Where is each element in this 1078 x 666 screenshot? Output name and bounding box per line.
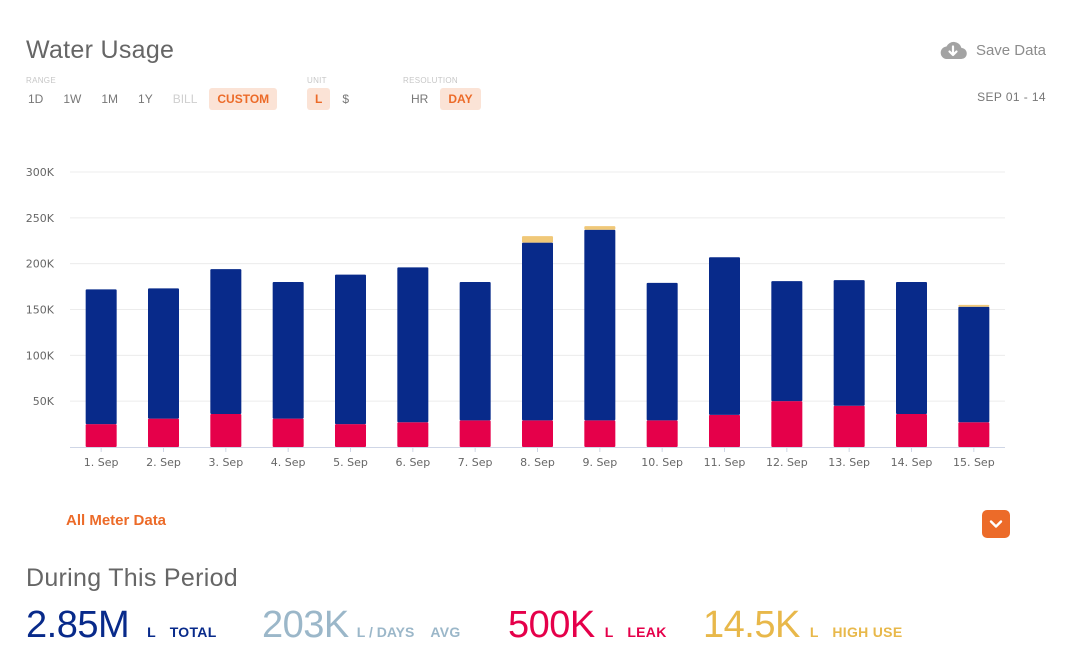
- x-tick-label: 14. Sep: [891, 456, 933, 469]
- resolution-group: RESOLUTION HR DAY: [403, 76, 481, 110]
- bar-high-use: [522, 236, 553, 243]
- bar-leak: [335, 424, 366, 447]
- bar-normal: [397, 267, 429, 423]
- bar-leak: [896, 414, 927, 447]
- bar-leak: [85, 424, 117, 447]
- bar-leak: [833, 405, 865, 447]
- stat-avg-label: AVG: [430, 624, 461, 640]
- range-1w-button[interactable]: 1W: [63, 92, 82, 106]
- stat-avg-unit: L / DAYS: [356, 624, 415, 640]
- unit-liters-button[interactable]: L: [307, 88, 331, 110]
- x-tick-label: 12. Sep: [766, 456, 808, 469]
- stat-leak-label: LEAK: [627, 624, 667, 640]
- y-tick-label: 250K: [26, 212, 55, 225]
- date-range: SEP 01 - 14: [977, 90, 1046, 104]
- stat-high-use-unit: L: [809, 624, 819, 640]
- y-tick-label: 100K: [26, 349, 55, 362]
- x-tick-label: 2. Sep: [146, 456, 181, 469]
- bar-leak: [709, 414, 740, 447]
- bar-leak: [584, 420, 616, 447]
- y-tick-label: 50K: [33, 395, 55, 408]
- x-tick-label: 1. Sep: [84, 456, 119, 469]
- y-tick-label: 300K: [26, 166, 55, 179]
- x-tick-label: 3. Sep: [208, 456, 243, 469]
- x-tick-label: 6. Sep: [395, 456, 430, 469]
- x-tick-label: 10. Sep: [641, 456, 683, 469]
- range-1d-button[interactable]: 1D: [28, 92, 44, 106]
- bar-normal: [958, 306, 990, 423]
- y-tick-label: 150K: [26, 304, 55, 317]
- bar-normal: [771, 281, 803, 402]
- range-label: RANGE: [26, 76, 56, 85]
- bar-normal: [335, 274, 366, 425]
- stat-total-label: TOTAL: [169, 624, 217, 640]
- stat-total: 2.85M L TOTAL: [26, 604, 217, 647]
- bar-leak: [771, 401, 803, 447]
- stat-leak: 500K L LEAK: [508, 604, 667, 647]
- x-tick-label: 11. Sep: [704, 456, 746, 469]
- resolution-label: RESOLUTION: [403, 76, 459, 85]
- unit-group: UNIT L $: [307, 76, 357, 110]
- resolution-hr-button[interactable]: HR: [411, 92, 429, 106]
- x-tick-label: 8. Sep: [520, 456, 555, 469]
- resolution-day-button[interactable]: DAY: [440, 88, 481, 110]
- expand-meter-data-button[interactable]: [982, 510, 1010, 538]
- range-1y-button[interactable]: 1Y: [138, 92, 153, 106]
- x-tick-label: 13. Sep: [828, 456, 870, 469]
- stat-total-unit: L: [147, 624, 156, 640]
- range-group: RANGE 1D 1W 1M 1Y BILL CUSTOM: [26, 76, 278, 110]
- y-tick-label: 200K: [26, 258, 55, 271]
- range-bill-button[interactable]: BILL: [172, 92, 198, 106]
- bar-normal: [584, 229, 616, 421]
- stat-avg-value: 203K: [262, 604, 349, 646]
- period-title: During This Period: [26, 564, 238, 592]
- bar-normal: [210, 269, 242, 414]
- cloud-download-icon: [940, 41, 967, 60]
- bar-leak: [148, 418, 179, 447]
- page-title: Water Usage: [26, 36, 175, 64]
- unit-dollars-button[interactable]: $: [342, 92, 350, 106]
- bar-leak: [522, 420, 553, 447]
- save-data-label: Save Data: [975, 41, 1046, 59]
- all-meter-data-link[interactable]: All Meter Data: [66, 512, 167, 529]
- stat-leak-unit: L: [604, 624, 614, 640]
- bar-normal: [646, 282, 678, 421]
- bar-normal: [896, 282, 927, 414]
- unit-label: UNIT: [307, 76, 327, 85]
- water-usage-chart: 50K 100K 150K 200K 250K 300K 1. Sep 2. Sep 3. Se…: [26, 166, 1005, 469]
- bar-high-use: [584, 226, 616, 230]
- x-tick-label: 15. Sep: [953, 456, 995, 469]
- stat-high-use-label: HIGH USE: [832, 624, 903, 640]
- save-data-button[interactable]: Save Data: [939, 40, 1046, 60]
- bar-leak: [459, 420, 491, 447]
- bar-leak: [646, 420, 678, 447]
- bar-normal: [522, 242, 553, 421]
- stat-high-use-value: 14.5K: [703, 604, 800, 646]
- bar-normal: [709, 257, 740, 415]
- range-custom-button[interactable]: CUSTOM: [209, 88, 278, 110]
- bar-normal: [85, 289, 117, 425]
- bar-leak: [958, 422, 990, 447]
- stat-high-use: 14.5K L HIGH USE: [703, 604, 902, 647]
- stat-leak-value: 500K: [508, 604, 595, 646]
- chevron-down-icon: [989, 520, 1003, 528]
- bar-high-use: [958, 304, 990, 307]
- stat-avg: 203K L / DAYS AVG: [262, 604, 461, 647]
- bar-leak: [272, 418, 304, 447]
- bar-normal: [148, 288, 179, 419]
- x-tick-label: 5. Sep: [333, 456, 368, 469]
- bar-leak: [397, 422, 429, 447]
- x-tick-label: 7. Sep: [458, 456, 493, 469]
- bar-leak: [210, 414, 242, 447]
- stat-total-value: 2.85M: [26, 604, 130, 646]
- bar-normal: [272, 282, 304, 419]
- x-tick-label: 9. Sep: [582, 456, 617, 469]
- range-1m-button[interactable]: 1M: [101, 92, 119, 106]
- x-tick-label: 4. Sep: [271, 456, 306, 469]
- bar-normal: [833, 280, 865, 406]
- bar-normal: [459, 282, 491, 421]
